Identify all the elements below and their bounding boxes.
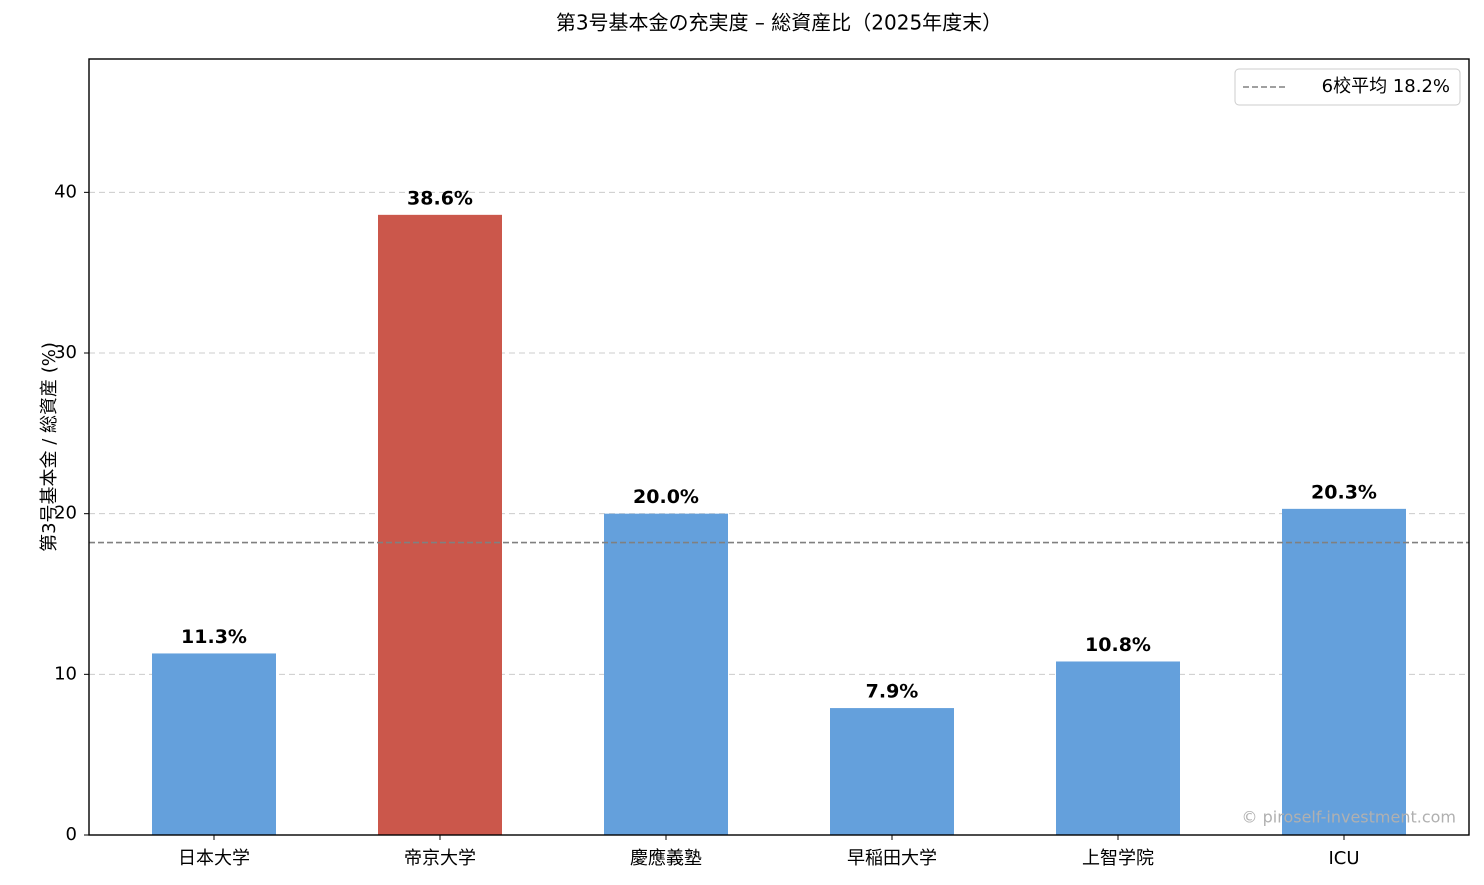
x-tick-label: 慶應義塾 (630, 847, 702, 869)
y-tick-label: 10 (54, 663, 77, 684)
chart-title: 第3号基本金の充実度 – 総資産比（2025年度末） (556, 11, 1002, 35)
bar (152, 653, 276, 835)
watermark: © piroself-investment.com (1242, 808, 1456, 827)
value-label: 38.6% (407, 187, 473, 209)
x-tick-label: 上智学院 (1082, 848, 1154, 869)
bar (604, 513, 728, 835)
bar (1056, 661, 1180, 835)
y-tick-label: 40 (54, 181, 77, 202)
axes-frame (88, 58, 1470, 836)
y-tick-label: 30 (54, 342, 77, 363)
bar (1282, 508, 1406, 835)
value-label: 20.0% (633, 486, 699, 508)
value-label: 20.3% (1311, 481, 1377, 503)
value-label: 10.8% (1085, 634, 1151, 656)
y-tick-label: 0 (66, 824, 77, 845)
value-label: 11.3% (181, 626, 247, 648)
x-tick-label: 帝京大学 (404, 848, 476, 869)
bar (830, 708, 954, 835)
legend-label: 6校平均 18.2% (1322, 76, 1450, 97)
y-tick-label: 20 (54, 503, 77, 524)
legend-box (1234, 68, 1461, 106)
x-tick-label: ICU (1328, 848, 1359, 869)
x-tick-label: 早稲田大学 (847, 848, 937, 869)
y-axis-label: 第3号基本金 / 総資産 (%) (39, 342, 60, 552)
bar (378, 214, 502, 835)
x-tick-label: 日本大学 (178, 848, 250, 869)
value-label: 7.9% (866, 681, 919, 703)
